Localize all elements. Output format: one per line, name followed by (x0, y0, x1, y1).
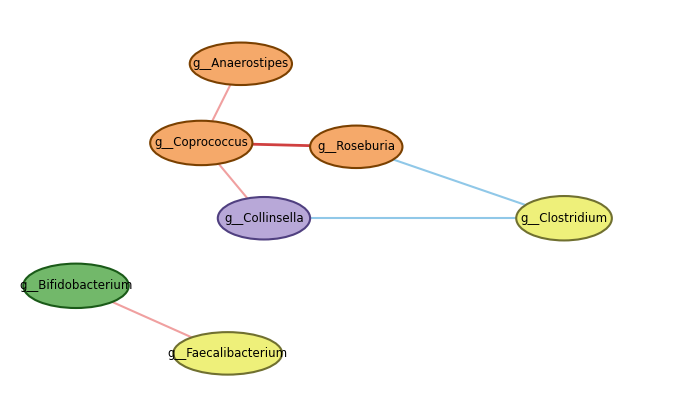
Ellipse shape (516, 196, 612, 240)
Text: g__Anaerostipes: g__Anaerostipes (192, 57, 289, 70)
Ellipse shape (173, 332, 282, 375)
Ellipse shape (190, 43, 292, 85)
Ellipse shape (310, 126, 402, 168)
Text: g__Bifidobacterium: g__Bifidobacterium (20, 279, 133, 292)
Text: g__Clostridium: g__Clostridium (520, 212, 608, 225)
Ellipse shape (150, 121, 252, 165)
Text: g__Coprococcus: g__Coprococcus (154, 136, 248, 149)
Text: g__Roseburia: g__Roseburia (317, 140, 395, 153)
Text: g__Faecalibacterium: g__Faecalibacterium (168, 347, 288, 360)
Ellipse shape (24, 264, 129, 308)
Ellipse shape (218, 197, 310, 240)
Text: g__Collinsella: g__Collinsella (224, 212, 304, 225)
